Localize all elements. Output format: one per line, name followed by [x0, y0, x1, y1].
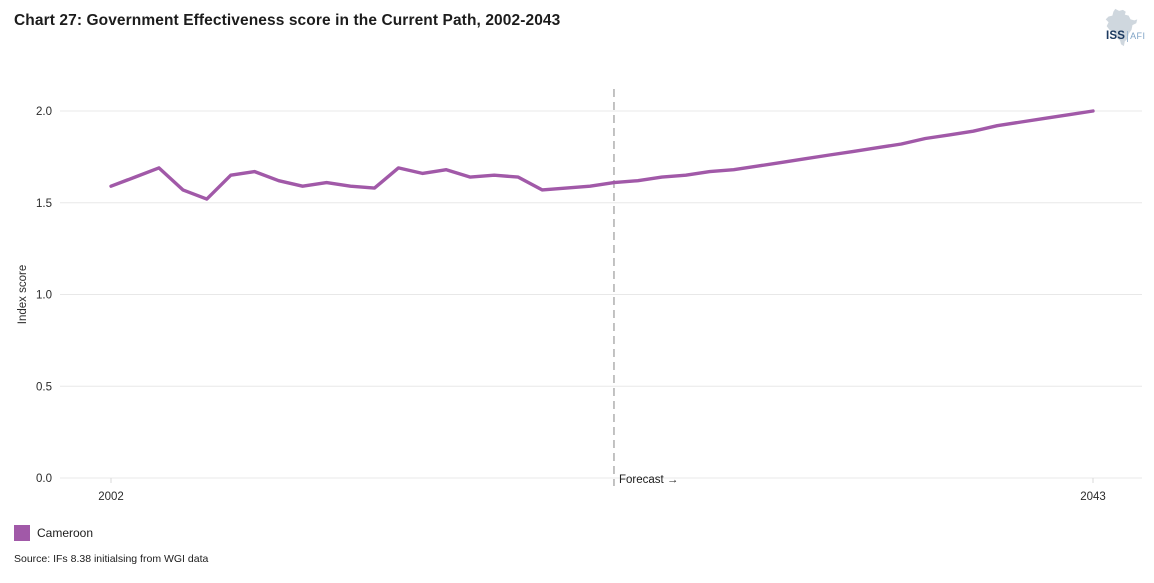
iss-afi-logo: ISS AFI [1097, 5, 1145, 51]
y-tick-label: 1.0 [36, 290, 52, 302]
x-tick-label: 2002 [98, 491, 124, 503]
y-tick-label: 2.0 [36, 106, 52, 118]
logo-iss-label: ISS [1106, 30, 1126, 42]
y-tick-label: 0.5 [36, 381, 52, 393]
legend-swatch-cameroon [14, 525, 30, 541]
series-line-cameroon [109, 109, 1095, 201]
line-chart: 0.0 0.5 1.0 1.5 2.0 Index score 2002 2043 Foreca… [17, 89, 1142, 503]
y-axis-title: Index score [17, 265, 29, 324]
x-tick-label: 2043 [1080, 491, 1106, 503]
legend: Cameroon [14, 525, 93, 541]
forecast-label: Forecast → [619, 474, 678, 486]
logo-text: ISS AFI [1106, 30, 1145, 42]
source-note: Source: IFs 8.38 initialsing from WGI da… [14, 553, 209, 565]
africa-map-icon [1105, 8, 1138, 47]
legend-label-cameroon: Cameroon [37, 526, 94, 540]
y-tick-label: 1.5 [36, 198, 52, 210]
logo-afi-label: AFI [1130, 31, 1146, 41]
logo-separator [1127, 30, 1129, 42]
y-tick-label: 0.0 [36, 473, 52, 485]
chart-title: Chart 27: Government Effectiveness score… [14, 12, 561, 29]
